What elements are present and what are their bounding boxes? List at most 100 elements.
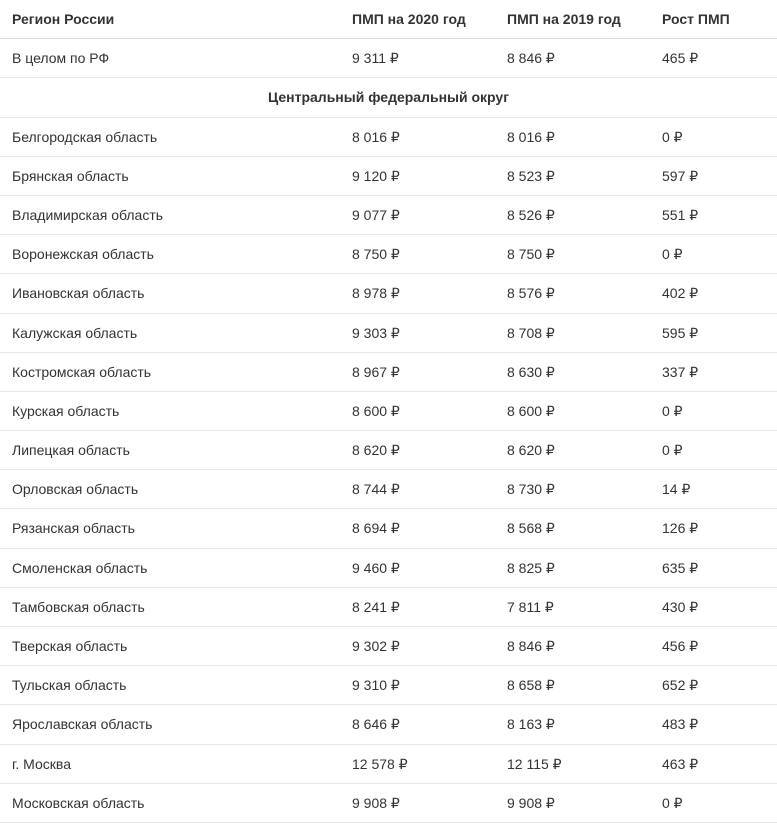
cell-pmp2019: 8 600 ₽ [495,391,650,430]
cell-pmp2019: 8 576 ₽ [495,274,650,313]
section-label: Центральный федеральный округ [0,78,777,117]
cell-region: Костромская область [0,352,340,391]
cell-region: Тульская область [0,666,340,705]
cell-growth: 635 ₽ [650,548,777,587]
cell-region: Смоленская область [0,548,340,587]
table-row: Костромская область8 967 ₽8 630 ₽337 ₽ [0,352,777,391]
table-row: Воронежская область8 750 ₽8 750 ₽0 ₽ [0,235,777,274]
table-row: В целом по РФ9 311 ₽8 846 ₽465 ₽ [0,39,777,78]
cell-pmp2020: 9 077 ₽ [340,195,495,234]
cell-growth: 597 ₽ [650,156,777,195]
cell-pmp2019: 8 016 ₽ [495,117,650,156]
table-row: Ивановская область8 978 ₽8 576 ₽402 ₽ [0,274,777,313]
table-row: Рязанская область8 694 ₽8 568 ₽126 ₽ [0,509,777,548]
cell-pmp2020: 8 620 ₽ [340,431,495,470]
cell-region: Рязанская область [0,509,340,548]
cell-region: Московская область [0,783,340,822]
table-row: Тульская область9 310 ₽8 658 ₽652 ₽ [0,666,777,705]
table-row: г. Москва12 578 ₽12 115 ₽463 ₽ [0,744,777,783]
cell-region: Калужская область [0,313,340,352]
cell-pmp2019: 8 523 ₽ [495,156,650,195]
cell-pmp2020: 8 978 ₽ [340,274,495,313]
cell-pmp2019: 8 825 ₽ [495,548,650,587]
table-header: Регион России ПМП на 2020 год ПМП на 201… [0,0,777,39]
cell-pmp2020: 9 310 ₽ [340,666,495,705]
cell-growth: 0 ₽ [650,117,777,156]
cell-pmp2020: 8 241 ₽ [340,587,495,626]
cell-pmp2019: 8 526 ₽ [495,195,650,234]
cell-pmp2019: 8 846 ₽ [495,39,650,78]
cell-growth: 14 ₽ [650,470,777,509]
cell-region: Ярославская область [0,705,340,744]
cell-growth: 430 ₽ [650,587,777,626]
table-row: Курская область8 600 ₽8 600 ₽0 ₽ [0,391,777,430]
cell-pmp2019: 8 750 ₽ [495,235,650,274]
cell-pmp2019: 8 630 ₽ [495,352,650,391]
cell-growth: 463 ₽ [650,744,777,783]
section-row: Центральный федеральный округ [0,78,777,117]
cell-pmp2019: 8 730 ₽ [495,470,650,509]
table-row: Тверская область9 302 ₽8 846 ₽456 ₽ [0,627,777,666]
cell-pmp2019: 7 811 ₽ [495,587,650,626]
cell-growth: 652 ₽ [650,666,777,705]
cell-region: В целом по РФ [0,39,340,78]
cell-region: Тверская область [0,627,340,666]
cell-pmp2020: 12 578 ₽ [340,744,495,783]
cell-pmp2019: 8 708 ₽ [495,313,650,352]
cell-growth: 595 ₽ [650,313,777,352]
cell-region: Курская область [0,391,340,430]
cell-pmp2020: 9 311 ₽ [340,39,495,78]
col-header-pmp2020: ПМП на 2020 год [340,0,495,39]
cell-pmp2020: 8 744 ₽ [340,470,495,509]
col-header-growth: Рост ПМП [650,0,777,39]
table-row: Брянская область9 120 ₽8 523 ₽597 ₽ [0,156,777,195]
cell-growth: 0 ₽ [650,783,777,822]
cell-region: Белгородская область [0,117,340,156]
cell-pmp2020: 9 460 ₽ [340,548,495,587]
col-header-region: Регион России [0,0,340,39]
cell-growth: 551 ₽ [650,195,777,234]
cell-pmp2020: 8 600 ₽ [340,391,495,430]
cell-pmp2020: 9 908 ₽ [340,783,495,822]
table-row: Липецкая область8 620 ₽8 620 ₽0 ₽ [0,431,777,470]
cell-growth: 0 ₽ [650,431,777,470]
cell-pmp2019: 8 620 ₽ [495,431,650,470]
cell-pmp2020: 8 646 ₽ [340,705,495,744]
cell-growth: 465 ₽ [650,39,777,78]
table-row: Московская область9 908 ₽9 908 ₽0 ₽ [0,783,777,822]
table-row: Смоленская область9 460 ₽8 825 ₽635 ₽ [0,548,777,587]
cell-region: Воронежская область [0,235,340,274]
cell-pmp2019: 8 568 ₽ [495,509,650,548]
table-row: Орловская область8 744 ₽8 730 ₽14 ₽ [0,470,777,509]
cell-growth: 456 ₽ [650,627,777,666]
table-row: Тамбовская область8 241 ₽7 811 ₽430 ₽ [0,587,777,626]
cell-region: Брянская область [0,156,340,195]
cell-pmp2020: 8 016 ₽ [340,117,495,156]
col-header-pmp2019: ПМП на 2019 год [495,0,650,39]
cell-region: Липецкая область [0,431,340,470]
cell-pmp2019: 8 163 ₽ [495,705,650,744]
table-row: Калужская область9 303 ₽8 708 ₽595 ₽ [0,313,777,352]
cell-pmp2020: 8 967 ₽ [340,352,495,391]
cell-pmp2019: 12 115 ₽ [495,744,650,783]
cell-pmp2020: 9 120 ₽ [340,156,495,195]
cell-pmp2020: 9 303 ₽ [340,313,495,352]
cell-region: Орловская область [0,470,340,509]
table-row: Ярославская область8 646 ₽8 163 ₽483 ₽ [0,705,777,744]
cell-region: Владимирская область [0,195,340,234]
cell-pmp2019: 9 908 ₽ [495,783,650,822]
cell-growth: 483 ₽ [650,705,777,744]
cell-pmp2020: 8 750 ₽ [340,235,495,274]
cell-growth: 402 ₽ [650,274,777,313]
cell-pmp2020: 8 694 ₽ [340,509,495,548]
table-row: Владимирская область9 077 ₽8 526 ₽551 ₽ [0,195,777,234]
cell-growth: 0 ₽ [650,391,777,430]
cell-growth: 0 ₽ [650,235,777,274]
cell-region: г. Москва [0,744,340,783]
cell-pmp2019: 8 846 ₽ [495,627,650,666]
table-body: В целом по РФ9 311 ₽8 846 ₽465 ₽Централь… [0,39,777,823]
pmp-table: Регион России ПМП на 2020 год ПМП на 201… [0,0,777,823]
table-row: Белгородская область8 016 ₽8 016 ₽0 ₽ [0,117,777,156]
cell-pmp2020: 9 302 ₽ [340,627,495,666]
cell-growth: 126 ₽ [650,509,777,548]
